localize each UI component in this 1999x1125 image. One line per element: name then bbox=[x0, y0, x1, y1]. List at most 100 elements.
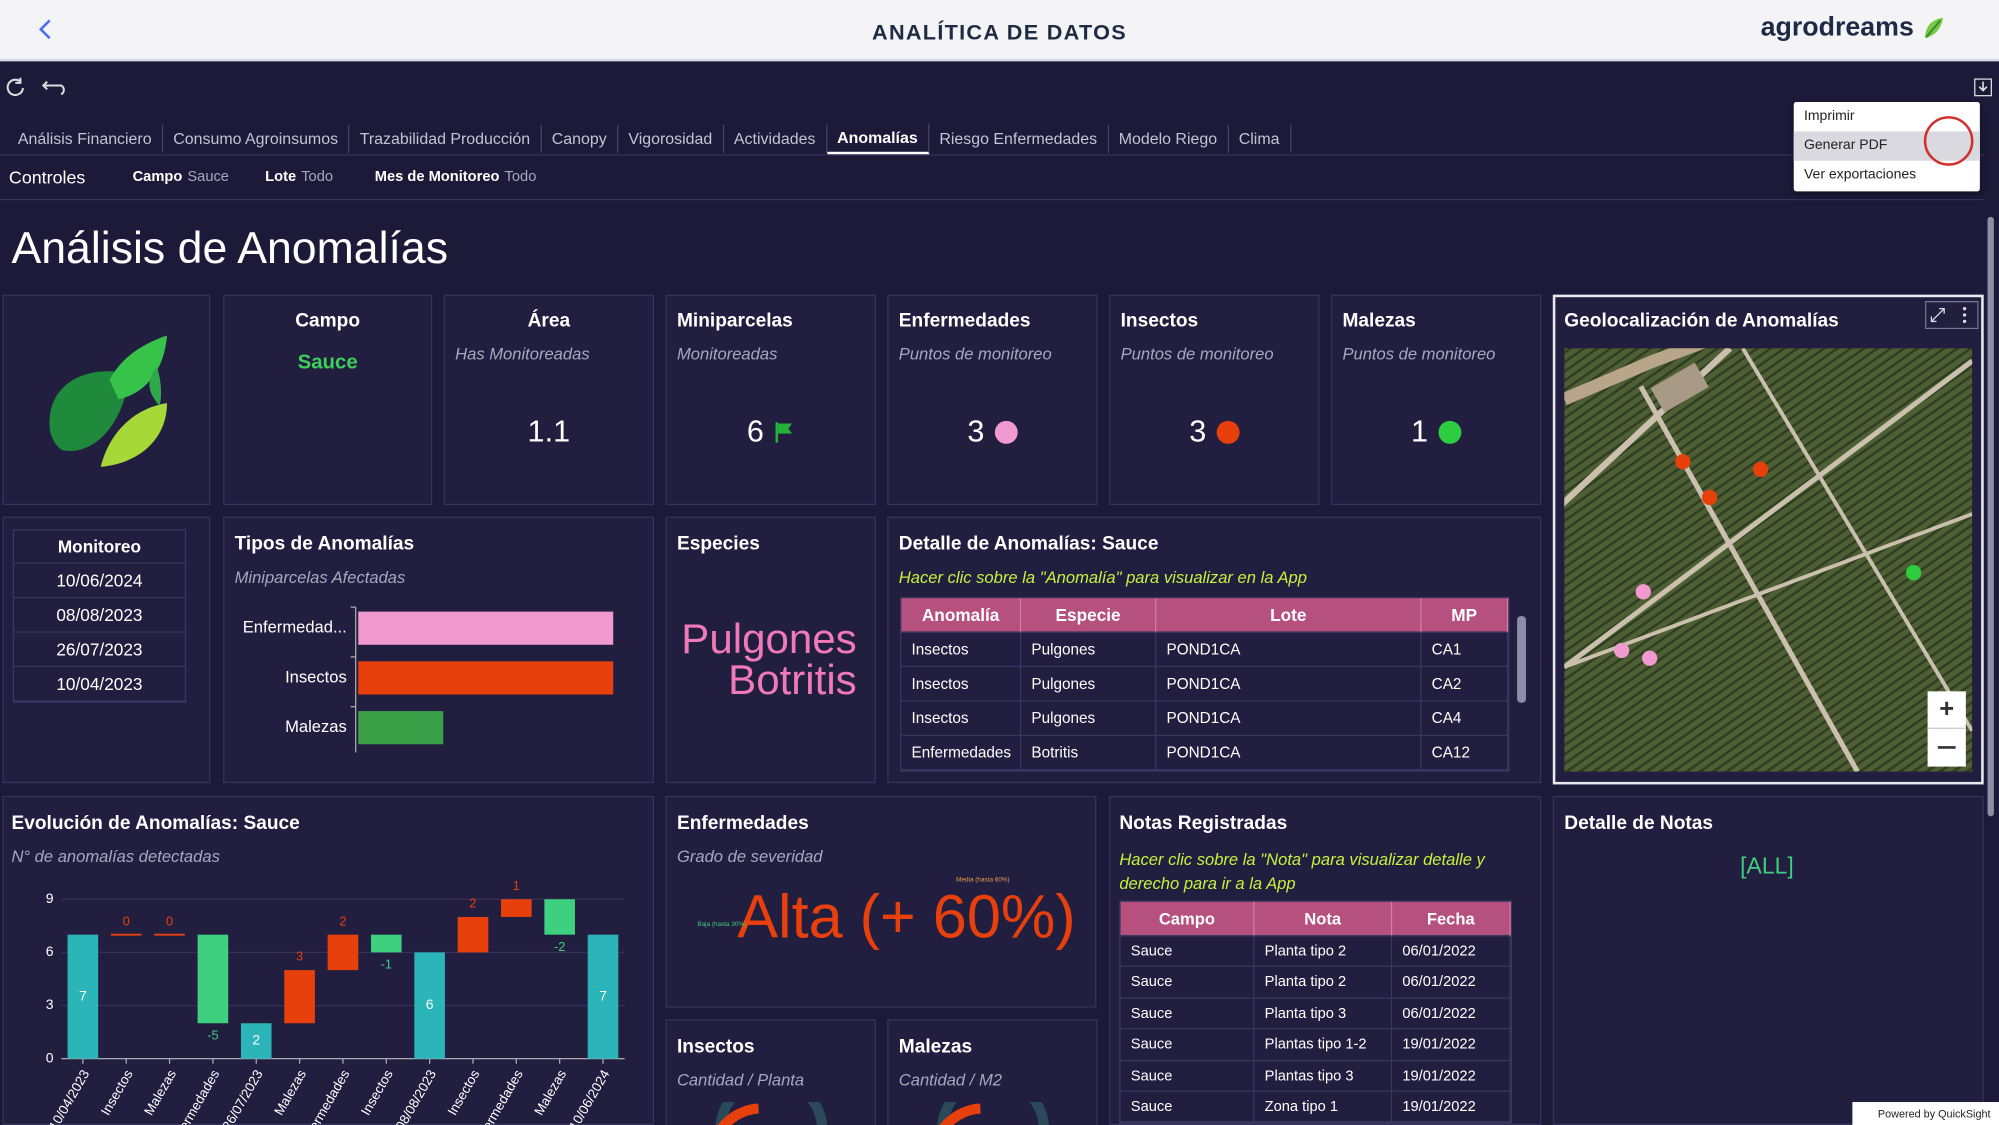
tab[interactable]: Canopy bbox=[542, 124, 619, 154]
table-row[interactable]: Insectos Pulgones POND1CA CA2 bbox=[901, 667, 1509, 702]
x-tick-label: Insectos bbox=[358, 1067, 396, 1118]
notas-filter-value: [ALL] bbox=[1740, 853, 1794, 879]
table-cell: Pulgones bbox=[1021, 701, 1157, 736]
table-header-row: Anomalía Especie Lote MP bbox=[901, 598, 1509, 633]
kpi-dot bbox=[1438, 420, 1462, 444]
table-row[interactable]: Sauce Planta tipo 2 06/01/2022 bbox=[1120, 967, 1511, 999]
detalle-notas-panel bbox=[1552, 795, 1984, 1125]
table-row[interactable]: Sauce Planta tipo 2 06/01/2022 bbox=[1120, 936, 1511, 968]
table-header-row: Campo Nota Fecha bbox=[1120, 901, 1511, 937]
y-tick-label: 3 bbox=[46, 996, 54, 1012]
table-row[interactable]: Sauce Planta tipo 3 06/01/2022 bbox=[1120, 998, 1511, 1030]
filter[interactable]: Lote Todo bbox=[265, 170, 333, 185]
tab-bar: Análisis Financiero Consumo Agroinsumos Tr… bbox=[8, 122, 1291, 155]
tab[interactable]: Actividades bbox=[724, 124, 827, 154]
bar bbox=[358, 611, 614, 645]
chart-subtitle: N° de anomalías detectadas bbox=[11, 846, 220, 867]
especies-panel bbox=[665, 516, 876, 784]
table-cell[interactable]: 26/07/2023 bbox=[14, 633, 185, 668]
table-cell[interactable]: 10/06/2024 bbox=[14, 564, 185, 599]
map-actions[interactable] bbox=[1925, 301, 1979, 330]
word-cloud-word: Botritis bbox=[728, 655, 857, 703]
gauge-label: Media (hasta 60%) bbox=[956, 876, 1010, 884]
toolbar-icons[interactable] bbox=[5, 75, 81, 101]
table-cell: Sauce bbox=[1120, 967, 1255, 999]
table-cell: Sauce bbox=[1120, 1091, 1255, 1123]
chart-subtitle: Miniparcelas Afectadas bbox=[234, 567, 406, 587]
tab[interactable]: Análisis Financiero bbox=[8, 124, 164, 154]
tab[interactable]: Modelo Riego bbox=[1109, 124, 1229, 154]
kpi-card bbox=[887, 294, 1098, 506]
data-label: 3 bbox=[296, 949, 303, 964]
tab[interactable]: Clima bbox=[1229, 124, 1291, 154]
page-scrollbar bbox=[1987, 216, 1994, 817]
tab[interactable]: Vigorosidad bbox=[618, 124, 724, 154]
x-tick-label: Malezas bbox=[531, 1067, 569, 1118]
table-header-cell: Campo bbox=[1120, 901, 1255, 937]
filter[interactable]: Campo Sauce bbox=[133, 170, 229, 185]
table-cell: Plantas tipo 3 bbox=[1254, 1060, 1393, 1092]
kpi-title: Miniparcelas bbox=[676, 309, 793, 332]
back-button[interactable] bbox=[36, 17, 56, 43]
data-label: -1 bbox=[381, 957, 392, 972]
menu-item[interactable]: Imprimir bbox=[1803, 108, 1855, 124]
brand-leaf bbox=[1925, 17, 1943, 39]
filter-value: Todo bbox=[301, 169, 334, 185]
menu-item[interactable]: Ver exportaciones bbox=[1803, 167, 1917, 183]
panel-title: Enfermedades bbox=[676, 812, 809, 835]
table-cell: CA4 bbox=[1421, 701, 1509, 736]
table-header: Monitoreo bbox=[14, 531, 185, 564]
data-table: Anomalía Especie Lote MP Insectos Pulgones PON… bbox=[900, 596, 1510, 772]
tab[interactable]: Anomalías bbox=[826, 123, 930, 155]
table-row[interactable]: Insectos Pulgones POND1CA CA4 bbox=[901, 701, 1509, 736]
table-cell[interactable]: 08/08/2023 bbox=[14, 598, 185, 633]
panel-title: Malezas bbox=[898, 1035, 973, 1058]
panel-subtitle: Grado de severidad bbox=[676, 846, 823, 867]
filter-value: Todo bbox=[504, 169, 537, 185]
filter-name: Mes de Monitoreo bbox=[374, 169, 500, 185]
table-row[interactable]: Sauce Plantas tipo 3 19/01/2022 bbox=[1120, 1060, 1511, 1092]
kpi-card bbox=[665, 294, 876, 506]
table-cell[interactable]: 10/04/2023 bbox=[14, 667, 185, 702]
table-row[interactable]: Insectos Pulgones POND1CA CA1 bbox=[901, 632, 1509, 668]
kpi-subtitle: Puntos de monitoreo bbox=[898, 344, 1052, 364]
table-header-cell: MP bbox=[1421, 598, 1509, 633]
tab[interactable]: Trazabilidad Producción bbox=[350, 124, 542, 154]
table-cell: Pulgones bbox=[1021, 667, 1157, 702]
gauge-panel bbox=[665, 1019, 876, 1125]
x-tick-label: 10/04/2023 bbox=[46, 1067, 92, 1125]
table-title: Notas Registradas bbox=[1119, 812, 1288, 835]
bar bbox=[501, 899, 532, 917]
data-label: 7 bbox=[599, 987, 607, 1003]
table-row[interactable]: Enfermedades Botritis POND1CA CA12 bbox=[901, 735, 1509, 771]
controls-divider bbox=[0, 198, 1984, 201]
table-row[interactable]: Sauce Plantas tipo 1-2 19/01/2022 bbox=[1120, 1029, 1511, 1061]
data-label: 2 bbox=[252, 1032, 260, 1048]
filter[interactable]: Mes de Monitoreo Todo bbox=[375, 170, 537, 185]
filter-value: Sauce bbox=[187, 169, 229, 185]
kpi-value: Sauce bbox=[297, 352, 358, 374]
kpi-value-row: 3 bbox=[1189, 415, 1240, 451]
chart-title: Evolución de Anomalías: Sauce bbox=[11, 812, 300, 835]
table-row[interactable]: Sauce Zona tipo 1 19/01/2022 bbox=[1120, 1091, 1511, 1123]
table-cell: 19/01/2022 bbox=[1392, 1091, 1511, 1123]
x-tick-label: Insectos bbox=[445, 1067, 483, 1118]
kpi-value: 1.1 bbox=[527, 414, 571, 449]
severity-value: Alta (+ 60%) bbox=[737, 883, 1076, 952]
kpi-subtitle: Monitoreadas bbox=[676, 344, 778, 364]
table-cell: Insectos bbox=[901, 632, 1022, 668]
export-button[interactable] bbox=[1973, 78, 1993, 98]
table-header-cell: Especie bbox=[1021, 598, 1157, 633]
x-tick-label: 08/08/2023 bbox=[393, 1067, 439, 1125]
tab[interactable]: Riesgo Enfermedades bbox=[929, 124, 1109, 154]
map[interactable]: + bbox=[1564, 348, 1973, 772]
tab[interactable]: Consumo Agroinsumos bbox=[163, 124, 350, 154]
data-label: 2 bbox=[339, 913, 346, 928]
table-cell: Sauce bbox=[1120, 1060, 1255, 1092]
table-cell: 19/01/2022 bbox=[1392, 1029, 1511, 1061]
gauge-arc bbox=[715, 1102, 828, 1125]
table-cell: 19/01/2022 bbox=[1392, 1060, 1511, 1092]
table-header-cell: Lote bbox=[1156, 598, 1422, 633]
kpi-card bbox=[443, 294, 655, 506]
chart-title: Tipos de Anomalías bbox=[234, 533, 415, 555]
